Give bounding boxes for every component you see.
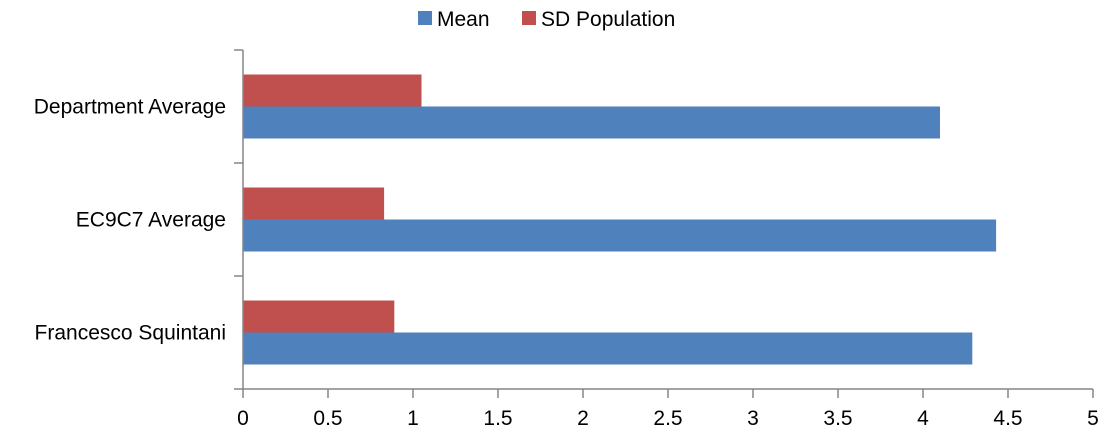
x-tick-label: 4: [917, 407, 929, 430]
legend-label-sd-population: SD Population: [541, 8, 675, 31]
legend-swatch-sd-population: [522, 11, 536, 25]
x-tick-label: 4.5: [993, 407, 1022, 430]
bar-mean-department-average: [243, 106, 940, 139]
x-tick-label: 1: [407, 407, 419, 430]
bar-mean-ec9c7-average: [243, 219, 997, 252]
x-tick-label: 0.5: [313, 407, 342, 430]
category-label-department-average: Department Average: [34, 96, 226, 119]
axes: [234, 49, 1094, 398]
x-tick-label: 1.5: [483, 407, 512, 430]
x-tick-label: 2: [577, 407, 589, 430]
bar-sd-population-francesco-squintani: [243, 300, 395, 333]
legend-label-mean: Mean: [437, 8, 490, 31]
legend-swatch-mean: [418, 11, 432, 25]
x-tick-label: 0: [237, 407, 249, 430]
legend: Mean SD Population: [418, 8, 675, 31]
bar-mean-francesco-squintani: [243, 332, 973, 365]
x-tick-label: 2.5: [653, 407, 682, 430]
bars: [243, 74, 997, 365]
bar-sd-population-ec9c7-average: [243, 187, 385, 220]
x-tick-label: 3: [747, 407, 759, 430]
x-tick-label: 5: [1087, 407, 1099, 430]
labels: Department Average EC9C7 Average Francesco…: [34, 96, 1099, 431]
category-label-francesco-squintani: Francesco Squintani: [35, 322, 226, 345]
x-tick-label: 3.5: [823, 407, 852, 430]
bar-sd-population-department-average: [243, 74, 422, 107]
category-label-ec9c7-average: EC9C7 Average: [76, 209, 226, 232]
